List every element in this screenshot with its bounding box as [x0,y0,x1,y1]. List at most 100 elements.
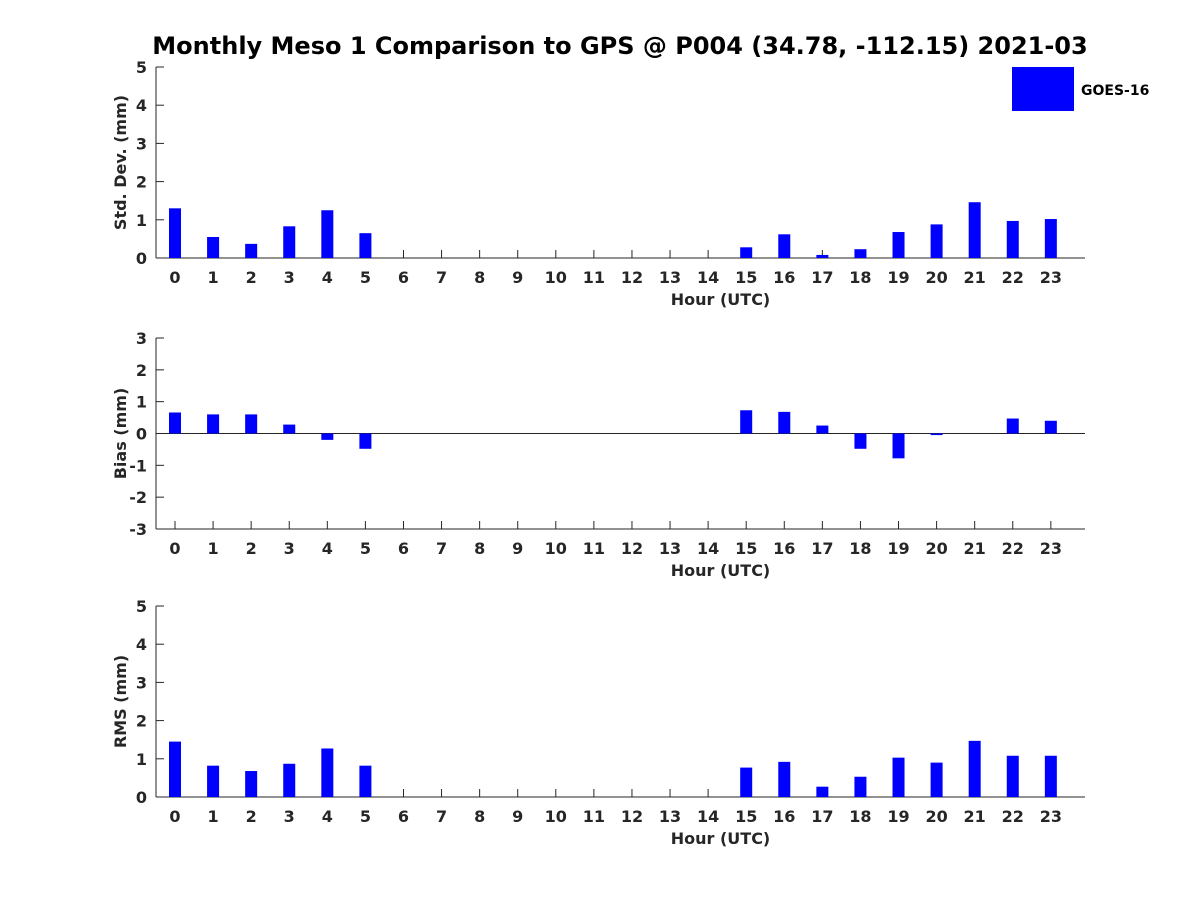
x-tick-label: 7 [436,539,447,558]
x-tick-label: 21 [964,268,986,287]
x-axis-label: Hour (UTC) [671,829,771,848]
bar-hour-4 [321,748,334,797]
bar-hour-18 [854,249,867,258]
x-tick-label: 11 [583,539,605,558]
x-tick-label: 4 [322,807,333,826]
x-tick-label: 11 [583,268,605,287]
x-tick-label: 14 [697,268,719,287]
bar-hour-19 [892,232,905,258]
bar-hour-23 [1044,219,1057,258]
bar-hour-2 [245,414,258,434]
bar-hour-18 [854,433,867,449]
y-tick-label: 2 [136,173,147,192]
x-tick-label: 4 [322,268,333,287]
y-tick-label: -3 [129,520,147,539]
x-tick-label: 6 [398,539,409,558]
x-tick-label: 3 [284,268,295,287]
x-tick-label: 6 [398,807,409,826]
x-tick-label: 16 [773,539,795,558]
x-tick-label: 14 [697,807,719,826]
bar-hour-17 [816,425,829,434]
x-tick-label: 2 [246,539,257,558]
bar-hour-5 [359,765,372,797]
y-tick-label: 2 [136,361,147,380]
x-tick-label: 2 [246,268,257,287]
bar-hour-22 [1006,418,1019,434]
y-axis-label: Bias (mm) [111,388,130,480]
y-tick-label: 1 [136,750,147,769]
x-tick-label: 13 [659,807,681,826]
chart-title: Monthly Meso 1 Comparison to GPS @ P004 … [152,32,1087,60]
bar-hour-3 [283,226,296,258]
x-tick-label: 7 [436,268,447,287]
bar-hour-2 [245,243,258,258]
x-tick-label: 1 [208,807,219,826]
x-tick-label: 13 [659,539,681,558]
x-tick-label: 18 [849,268,871,287]
y-tick-label: 4 [136,96,147,115]
bar-hour-23 [1044,755,1057,797]
x-tick-label: 1 [208,539,219,558]
x-tick-label: 23 [1040,807,1062,826]
legend-swatch [1012,67,1074,111]
bar-hour-15 [740,767,753,797]
x-tick-label: 0 [169,268,180,287]
x-tick-label: 2 [246,807,257,826]
legend-label: GOES-16 [1081,83,1149,99]
bar-hour-3 [283,424,296,434]
bar-hour-20 [930,224,943,258]
y-tick-label: 5 [136,597,147,616]
x-tick-label: 18 [849,807,871,826]
x-tick-label: 9 [512,268,523,287]
x-tick-label: 21 [964,539,986,558]
bar-hour-2 [245,771,258,797]
bar-hour-15 [740,247,753,258]
y-tick-label: 5 [136,58,147,77]
bar-hour-0 [169,741,181,797]
x-tick-label: 9 [512,539,523,558]
bar-hour-21 [968,202,981,258]
y-tick-label: 1 [136,393,147,412]
bar-hour-19 [892,757,905,797]
y-axis-label: RMS (mm) [111,655,130,748]
bar-hour-20 [930,433,943,436]
x-tick-label: 14 [697,539,719,558]
bar-hour-22 [1006,755,1019,797]
y-tick-label: -1 [129,456,147,475]
x-tick-label: 16 [773,268,795,287]
x-tick-label: 19 [887,268,909,287]
y-tick-label: 0 [136,788,147,807]
bar-hour-5 [359,233,372,258]
x-tick-label: 3 [284,539,295,558]
x-axis-label: Hour (UTC) [671,561,771,580]
x-tick-label: 10 [545,268,567,287]
y-tick-label: 0 [136,249,147,268]
x-tick-label: 5 [360,539,371,558]
x-tick-label: 5 [360,268,371,287]
x-tick-label: 4 [322,539,333,558]
x-tick-label: 18 [849,539,871,558]
bar-hour-17 [816,254,829,258]
bar-hour-4 [321,433,334,440]
x-tick-label: 10 [545,807,567,826]
bar-hour-1 [207,765,220,797]
y-tick-label: 3 [136,329,147,348]
bar-hour-17 [816,786,829,797]
y-tick-label: 4 [136,635,147,654]
x-tick-label: 8 [474,539,485,558]
x-tick-label: 15 [735,539,757,558]
x-tick-label: 13 [659,268,681,287]
x-tick-label: 17 [811,539,833,558]
x-tick-label: 5 [360,807,371,826]
x-tick-label: 0 [169,539,180,558]
x-tick-label: 12 [621,807,643,826]
bar-hour-4 [321,210,334,258]
x-tick-label: 22 [1002,807,1024,826]
x-tick-label: 20 [925,539,947,558]
x-tick-label: 11 [583,807,605,826]
x-tick-label: 10 [545,539,567,558]
x-tick-label: 19 [887,539,909,558]
